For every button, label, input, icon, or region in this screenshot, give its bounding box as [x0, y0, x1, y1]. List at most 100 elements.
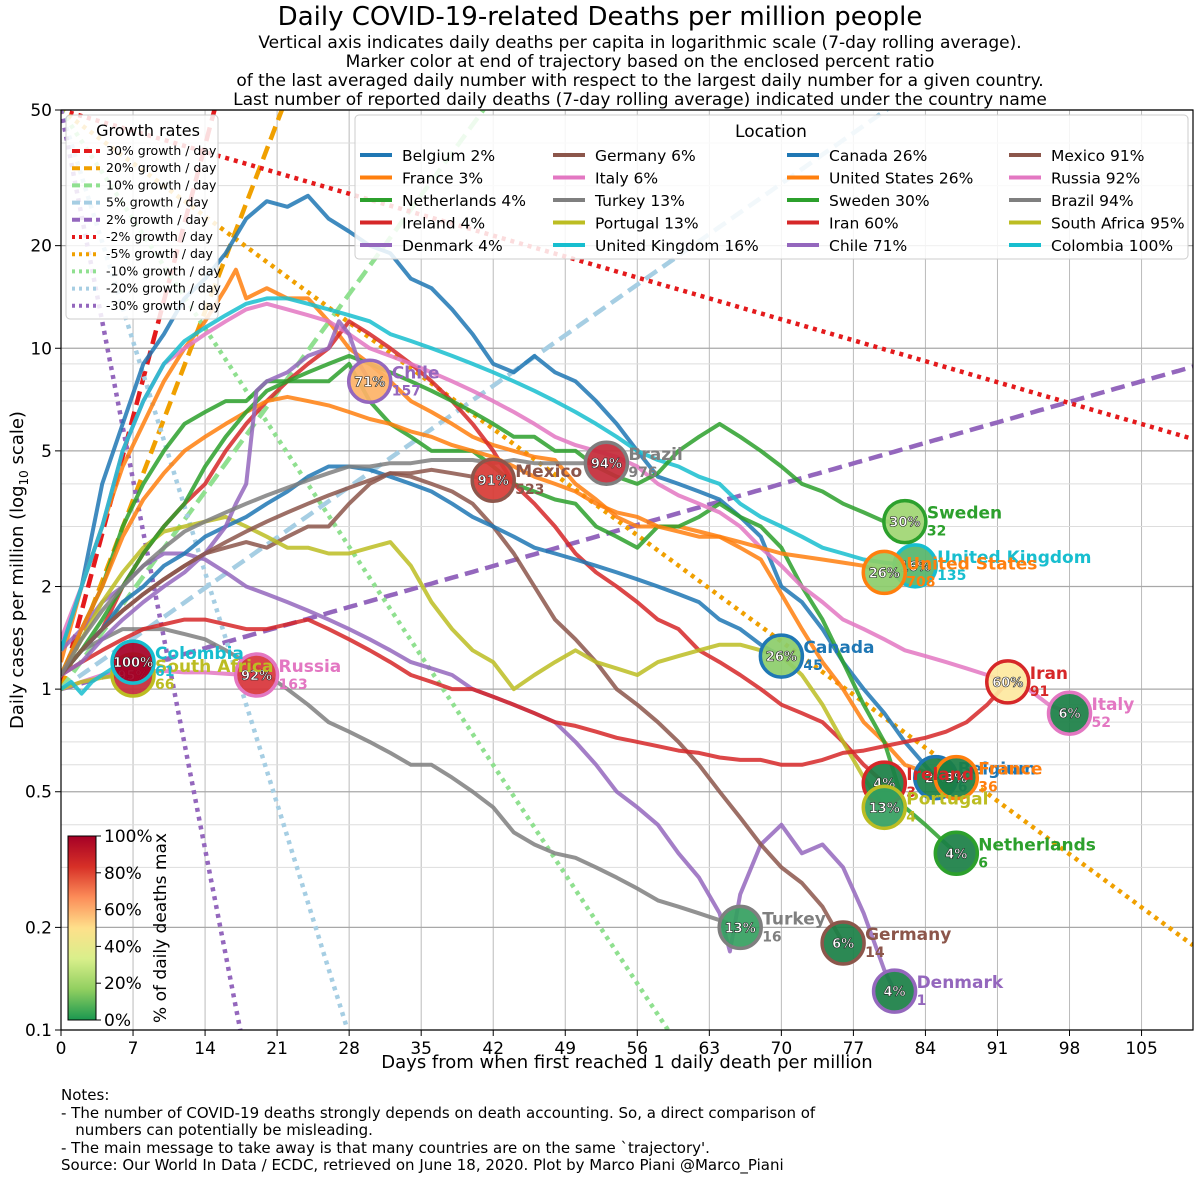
- series-name-label: Denmark: [917, 973, 1004, 993]
- series-line: [61, 296, 916, 651]
- series-name-label: Brazil: [628, 445, 682, 465]
- x-tick-label: 56: [626, 1039, 648, 1059]
- growth-legend-box: [65, 114, 219, 320]
- axes-frame: [60, 109, 1194, 1031]
- series-name-label: Sweden: [927, 504, 1002, 524]
- y-tick-label: 1: [41, 680, 52, 700]
- notes: Notes: - The number of COVID-19 deaths s…: [61, 1086, 815, 1175]
- subtitle-line: of the last averaged daily number with r…: [236, 71, 1044, 91]
- plot-area: [61, 110, 1193, 1030]
- series-line: [61, 319, 372, 677]
- location-legend-title: Location: [735, 122, 807, 142]
- x-tick-label: 42: [482, 1039, 504, 1059]
- end-marker: [1046, 690, 1093, 736]
- x-tick-label: 98: [1059, 1039, 1081, 1059]
- notes-line: Source: Our World In Data / ECDC, retrie…: [61, 1156, 784, 1174]
- colorbar-tick-label: 60%: [104, 901, 142, 921]
- axes: 0 7 14 21 28 35 42 49 56 63 70 77 84 91 98 1050.10.20.5…: [7, 101, 1158, 1073]
- x-tick-label: 21: [266, 1039, 288, 1059]
- colorbar: 0% 20% 40% 60% 80% 100%% of daily deaths max: [67, 827, 171, 1031]
- series-last-value: 66: [155, 677, 174, 693]
- location-legend-label: Canada 26%: [829, 147, 927, 165]
- series-last-value: 157: [392, 383, 421, 399]
- x-tick-label: 70: [771, 1039, 793, 1059]
- growth-line: [61, 110, 285, 690]
- location-legend-label: Chile 71%: [829, 237, 907, 255]
- chart-title: Daily COVID-19-related Deaths per millio…: [277, 2, 923, 32]
- colorbar-gradient: [67, 835, 97, 1021]
- series-line: [61, 458, 607, 676]
- series-name-label: Ireland: [906, 765, 974, 785]
- series-line: [61, 394, 885, 676]
- location-legend-label: Belgium 2%: [402, 147, 495, 165]
- end-marker-pct: 26%: [869, 566, 900, 581]
- series-line: [61, 319, 886, 785]
- growth-legend-label: -5% growth / day: [106, 246, 214, 261]
- series-line: [61, 464, 783, 677]
- location-legend-label: United Kingdom 16%: [595, 237, 759, 255]
- series-line: [61, 301, 1071, 716]
- colorbar-tick-label: 40%: [104, 937, 142, 957]
- end-marker-pct: 4%: [884, 985, 906, 1000]
- x-tick-label: 49: [554, 1039, 576, 1059]
- series-name-label: Colombia: [155, 644, 244, 664]
- series-last-value: 32: [927, 524, 946, 540]
- x-tick-label: 63: [699, 1039, 721, 1059]
- series-name-label: United States: [906, 554, 1037, 574]
- x-axis-label: Days from when first reached 1 daily dea…: [381, 1052, 872, 1073]
- series-last-value: 61: [155, 664, 174, 680]
- location-legend-label: Germany 6%: [595, 147, 696, 165]
- y-tick-label: 20: [30, 237, 52, 257]
- growth-legend-label: 30% growth / day: [106, 143, 217, 158]
- end-marker: [882, 498, 928, 545]
- end-marker: [861, 549, 908, 596]
- series-name-label: Mexico: [515, 462, 582, 482]
- series-last-value: 135: [937, 568, 966, 584]
- x-tick-label: 105: [1125, 1039, 1157, 1059]
- notes-line: Notes:: [61, 1086, 110, 1104]
- x-tick-label: 84: [915, 1039, 937, 1059]
- series-last-value: 163: [279, 677, 308, 693]
- location-legend-label: Turkey 13%: [594, 192, 685, 210]
- notes-line: - The main message to take away is that …: [61, 1138, 710, 1157]
- end-marker: [820, 920, 866, 966]
- series-last-value: 708: [906, 574, 935, 590]
- y-axis-label: Daily cases per million (log10 scale): [7, 411, 31, 729]
- x-tick-label: 35: [410, 1039, 432, 1059]
- end-marker-pct: 6%: [832, 937, 854, 952]
- y-tick-label: 50: [30, 101, 52, 121]
- x-tick-label: 7: [128, 1039, 139, 1059]
- subtitle-line: Vertical axis indicates daily deaths per…: [258, 33, 1022, 53]
- end-marker-pct: 92%: [241, 669, 272, 684]
- series-line: [61, 361, 958, 855]
- end-marker-pct: 16%: [900, 560, 931, 575]
- series-name-label: Chile: [392, 363, 440, 383]
- location-legend-label: Portugal 13%: [595, 215, 699, 233]
- series-name-label: Netherlands: [978, 835, 1096, 855]
- colorbar-label: % of daily deaths max: [151, 833, 171, 1023]
- series-last-value: 6: [978, 855, 988, 871]
- end-marker: [110, 639, 156, 685]
- location-legend-label: Iran 60%: [829, 215, 899, 233]
- location-legend-label: Colombia 100%: [1051, 237, 1173, 255]
- series-name-label: United Kingdom: [937, 548, 1091, 568]
- series-last-value: 4: [906, 809, 916, 825]
- location-legend-label: Ireland 4%: [402, 215, 485, 233]
- growth-line: [61, 110, 891, 691]
- series-name-label: Germany: [865, 925, 951, 945]
- colorbar-tick-label: 0%: [104, 1011, 131, 1031]
- series-name-label: Russia: [279, 657, 342, 677]
- series-last-value: 1: [917, 993, 927, 1009]
- growth-legend-label: -20% growth / day: [106, 281, 222, 296]
- end-marker: [233, 652, 280, 698]
- end-marker: [346, 358, 393, 405]
- chart-subtitle: Vertical axis indicates daily deaths per…: [40, 34, 1200, 110]
- end-marker-pct: 6%: [1058, 707, 1080, 722]
- series-name-label: South Africa: [155, 657, 274, 677]
- end-marker-pct: 3%: [945, 772, 967, 787]
- location-legend-label: France 3%: [402, 170, 483, 188]
- series-last-value: 3: [906, 785, 916, 801]
- series-last-value: 16: [762, 929, 781, 945]
- end-marker-pct: 26%: [766, 650, 797, 665]
